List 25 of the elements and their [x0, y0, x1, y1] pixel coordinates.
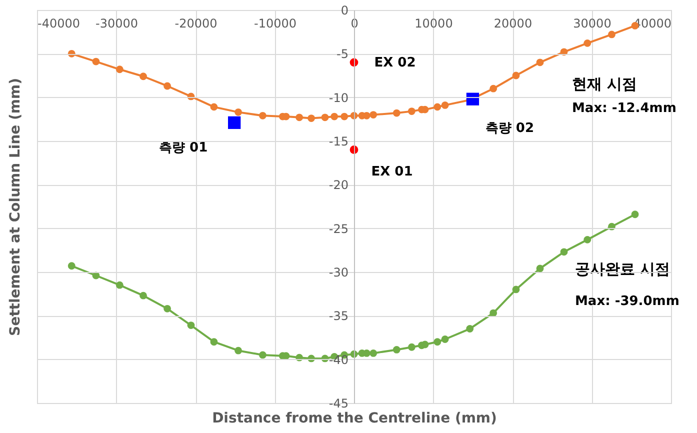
x-tick-label: -20000 — [174, 16, 218, 30]
y-tick-label: -10 — [328, 90, 348, 105]
y-tick-label: -30 — [328, 266, 348, 280]
x-tick-label: 20000 — [494, 16, 532, 30]
x-tick-label: -40000 — [38, 16, 80, 30]
x-tick-label: -30000 — [95, 16, 138, 30]
x-axis-title: Distance frome the Centreline (mm) — [212, 410, 497, 426]
annotation: Max: -12.4mm — [572, 101, 676, 116]
series-label: 현재 시점 — [572, 75, 638, 93]
y-tick-label: -45 — [328, 396, 348, 410]
annotation: Max: -39.0mm — [575, 294, 680, 309]
x-tick-label: 30000 — [573, 16, 612, 30]
annotation: EX 02 — [374, 55, 416, 70]
y-tick-label: -20 — [328, 178, 348, 192]
annotation: 측량 01 — [159, 140, 208, 156]
y-tick-label: -15 — [328, 134, 348, 148]
x-tick-label: 10000 — [414, 16, 453, 30]
y-axis-title: Settlement at Column Line (mm) — [8, 78, 24, 336]
x-tick-label: -10000 — [254, 16, 297, 30]
y-tick-label: -35 — [328, 309, 348, 324]
annotation: EX 01 — [371, 164, 413, 180]
y-tick-label: 0 — [340, 4, 348, 18]
annotation: 측량 02 — [485, 121, 534, 136]
y-tick-label: -25 — [328, 222, 348, 236]
y-tick-label: -5 — [336, 47, 348, 62]
